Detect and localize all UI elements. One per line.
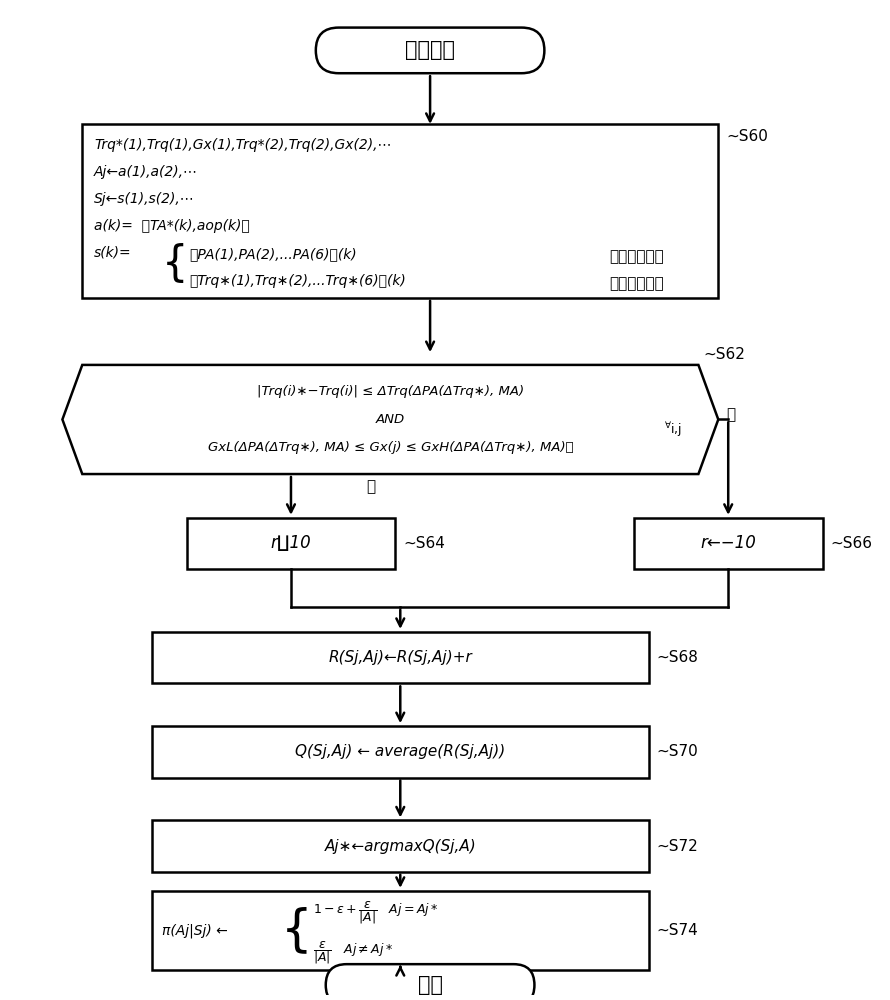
Text: s(k)=: s(k)=: [94, 245, 132, 259]
Text: ｛PA(1),PA(2),...PA(6)｝(k): ｛PA(1),PA(2),...PA(6)｝(k): [190, 247, 357, 261]
Text: r←−10: r←−10: [700, 534, 756, 552]
Text: ~S62: ~S62: [703, 347, 745, 362]
Text: Trq*(1),Trq(1),Gx(1),Trq*(2),Trq(2),Gx(2),⋯: Trq*(1),Trq(1),Gx(1),Trq*(2),Trq(2),Gx(2…: [94, 138, 392, 152]
Text: ~S66: ~S66: [830, 536, 872, 551]
Text: a(k)=  ｛TA*(k),aop(k)｝: a(k)= ｛TA*(k),aop(k)｝: [94, 219, 250, 233]
Text: 是: 是: [366, 479, 375, 494]
Text: 学习处理: 学习处理: [405, 40, 455, 60]
Bar: [152, 726, 649, 778]
Text: {: {: [162, 243, 189, 285]
Bar: [82, 124, 718, 298]
Text: ~S68: ~S68: [657, 650, 699, 665]
Text: Q(Sj,Aj) ← average(R(Sj,Aj)): Q(Sj,Aj) ← average(R(Sj,Aj)): [295, 744, 506, 759]
Text: 手动驾驶模式: 手动驾驶模式: [609, 249, 664, 264]
Text: ｛Trq∗(1),Trq∗(2),...Trq∗(6)｝(k): ｛Trq∗(1),Trq∗(2),...Trq∗(6)｝(k): [190, 274, 407, 288]
Bar: [152, 891, 649, 970]
Bar: [152, 820, 649, 872]
Bar: [634, 518, 822, 569]
Text: Aj←a(1),a(2),⋯: Aj←a(1),a(2),⋯: [94, 165, 198, 179]
Text: {: {: [281, 906, 312, 954]
Text: ~S72: ~S72: [657, 839, 699, 854]
Text: ~S64: ~S64: [403, 536, 445, 551]
FancyBboxPatch shape: [326, 964, 534, 1000]
Text: $^{\forall}$i,j: $^{\forall}$i,j: [664, 420, 682, 439]
Text: 返回: 返回: [417, 975, 442, 995]
Text: $\dfrac{\varepsilon}{|A|}$   $Aj \neq Aj*$: $\dfrac{\varepsilon}{|A|}$ $Aj \neq Aj*$: [312, 939, 393, 966]
FancyBboxPatch shape: [316, 28, 545, 73]
Text: ~S70: ~S70: [657, 744, 699, 759]
Text: π(Aj|Sj) ←: π(Aj|Sj) ←: [162, 923, 228, 938]
Text: |Trq(i)∗−Trq(i)| ≤ ΔTrq(ΔPA(ΔTrq∗), MA): |Trq(i)∗−Trq(i)| ≤ ΔTrq(ΔPA(ΔTrq∗), MA): [257, 385, 524, 398]
Polygon shape: [62, 365, 718, 474]
Text: Aj∗←argmaxQ(Sj,A): Aj∗←argmaxQ(Sj,A): [325, 839, 476, 854]
Text: $1-\varepsilon+\dfrac{\varepsilon}{|A|}$   $Aj = Aj*$: $1-\varepsilon+\dfrac{\varepsilon}{|A|}$…: [312, 899, 439, 926]
Text: ~S74: ~S74: [657, 923, 699, 938]
Text: Sj←s(1),s(2),⋯: Sj←s(1),s(2),⋯: [94, 192, 195, 206]
Bar: [152, 632, 649, 683]
Text: ~S60: ~S60: [726, 129, 768, 144]
Text: r∐10: r∐10: [271, 534, 312, 552]
Text: 否: 否: [726, 407, 735, 422]
Text: 自动驾驶模式: 自动驾驶模式: [609, 276, 664, 291]
Text: R(Sj,Aj)←R(Sj,Aj)+r: R(Sj,Aj)←R(Sj,Aj)+r: [328, 650, 473, 665]
Text: GxL(ΔPA(ΔTrq∗), MA) ≤ Gx(j) ≤ GxH(ΔPA(ΔTrq∗), MA)？: GxL(ΔPA(ΔTrq∗), MA) ≤ Gx(j) ≤ GxH(ΔPA(ΔT…: [207, 441, 573, 454]
Text: AND: AND: [376, 413, 405, 426]
Bar: [187, 518, 395, 569]
